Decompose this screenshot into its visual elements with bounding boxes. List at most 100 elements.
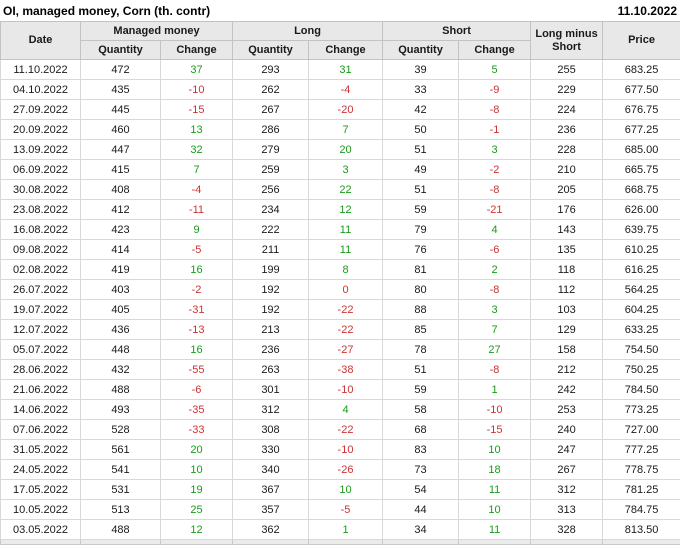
- mm-change-cell: 32: [160, 139, 233, 160]
- long-quantity-cell: 236: [232, 339, 309, 360]
- header-long-quantity: Quantity: [232, 40, 309, 60]
- table-row: 27.09.2022 445 -15 267 -20 42 -8 224 676.75: [0, 99, 680, 120]
- date-cell: 24.05.2022: [0, 459, 81, 480]
- long-minus-short-cell: 212: [530, 359, 604, 380]
- short-quantity-cell: 79: [382, 219, 460, 240]
- mm-change-cell: -33: [160, 419, 233, 440]
- header-mm-quantity: Quantity: [80, 40, 161, 60]
- table-row: 02.08.2022 419 16 199 8 81 2 118 616.25: [0, 259, 680, 280]
- short-quantity-cell: 39: [382, 59, 460, 80]
- price-cell: 754.50: [602, 339, 680, 360]
- price-cell: 604.25: [602, 299, 680, 320]
- date-cell: 04.10.2022: [0, 79, 81, 100]
- short-quantity-cell: 78: [382, 339, 460, 360]
- price-cell: 685.00: [602, 139, 680, 160]
- mm-quantity-cell: 541: [80, 459, 161, 480]
- short-change-cell: 7: [458, 319, 532, 340]
- long-minus-short-cell: 143: [530, 219, 604, 240]
- long-change-cell: 20: [307, 139, 384, 160]
- header-short-quantity: Quantity: [382, 40, 460, 60]
- mm-quantity-cell: 445: [80, 99, 161, 120]
- long-quantity-cell: 301: [232, 379, 309, 400]
- table-row: 03.05.2022 488 12 362 1 34 11 328 813.50: [0, 519, 680, 540]
- short-change-cell: 11: [458, 479, 532, 500]
- long-quantity-cell: 259: [232, 159, 309, 180]
- titlebar: OI, managed money, Corn (th. contr) 11.1…: [0, 0, 680, 21]
- date-cell: 14.06.2022: [0, 399, 81, 420]
- short-quantity-cell: 58: [382, 399, 460, 420]
- long-quantity-cell: 263: [232, 359, 309, 380]
- mm-change-cell: -31: [160, 299, 233, 320]
- short-change-cell: 4: [458, 219, 532, 240]
- page-title: OI, managed money, Corn (th. contr): [3, 4, 211, 18]
- long-quantity-cell: 262: [232, 79, 309, 100]
- date-cell: 31.05.2022: [0, 439, 81, 460]
- partial-cell: [458, 539, 532, 545]
- date-cell: 26.07.2022: [0, 279, 81, 300]
- table-row: 16.08.2022 423 9 222 11 79 4 143 639.75: [0, 219, 680, 240]
- date-cell: 23.08.2022: [0, 199, 81, 220]
- long-quantity-cell: 367: [232, 479, 309, 500]
- long-change-cell: -10: [307, 439, 384, 460]
- price-cell: 750.25: [602, 359, 680, 380]
- long-minus-short-cell: 267: [530, 459, 604, 480]
- long-change-cell: -22: [307, 299, 384, 320]
- table-row: 24.05.2022 541 10 340 -26 73 18 267 778.75: [0, 459, 680, 480]
- header-group-short: Short: [382, 21, 532, 41]
- table-row: 12.07.2022 436 -13 213 -22 85 7 129 633.25: [0, 319, 680, 340]
- date-cell: 11.10.2022: [0, 59, 81, 80]
- short-change-cell: 1: [458, 379, 532, 400]
- long-minus-short-cell: 242: [530, 379, 604, 400]
- long-minus-short-cell: 176: [530, 199, 604, 220]
- short-change-cell: 5: [458, 59, 532, 80]
- short-change-cell: 3: [458, 139, 532, 160]
- oi-table: Date Managed money Long Short Long minus…: [0, 21, 680, 545]
- price-cell: 777.25: [602, 439, 680, 460]
- short-quantity-cell: 51: [382, 139, 460, 160]
- table-row: 06.09.2022 415 7 259 3 49 -2 210 665.75: [0, 159, 680, 180]
- partial-cell: [160, 539, 233, 545]
- long-change-cell: -20: [307, 99, 384, 120]
- long-minus-short-cell: 255: [530, 59, 604, 80]
- table-row: 26.07.2022 403 -2 192 0 80 -8 112 564.25: [0, 279, 680, 300]
- mm-quantity-cell: 423: [80, 219, 161, 240]
- long-quantity-cell: 234: [232, 199, 309, 220]
- long-quantity-cell: 312: [232, 399, 309, 420]
- partial-cell: [382, 539, 460, 545]
- long-minus-short-cell: 224: [530, 99, 604, 120]
- table-row: 20.09.2022 460 13 286 7 50 -1 236 677.25: [0, 119, 680, 140]
- partial-cell: [80, 539, 161, 545]
- short-change-cell: -9: [458, 79, 532, 100]
- long-quantity-cell: 211: [232, 239, 309, 260]
- long-minus-short-cell: 312: [530, 479, 604, 500]
- date-cell: 07.06.2022: [0, 419, 81, 440]
- long-minus-short-cell: 253: [530, 399, 604, 420]
- short-change-cell: -8: [458, 359, 532, 380]
- long-quantity-cell: 340: [232, 459, 309, 480]
- long-minus-short-cell: 229: [530, 79, 604, 100]
- long-change-cell: 8: [307, 259, 384, 280]
- date-cell: 09.08.2022: [0, 239, 81, 260]
- long-change-cell: -10: [307, 379, 384, 400]
- long-minus-short-cell: 247: [530, 439, 604, 460]
- long-change-cell: -22: [307, 419, 384, 440]
- mm-quantity-cell: 493: [80, 399, 161, 420]
- price-cell: 677.50: [602, 79, 680, 100]
- mm-change-cell: -11: [160, 199, 233, 220]
- report-date: 11.10.2022: [617, 4, 677, 18]
- long-minus-short-cell: 158: [530, 339, 604, 360]
- mm-change-cell: -5: [160, 239, 233, 260]
- mm-quantity-cell: 415: [80, 159, 161, 180]
- header-group-managed-money: Managed money: [80, 21, 233, 41]
- long-minus-short-cell: 210: [530, 159, 604, 180]
- table-row: 28.06.2022 432 -55 263 -38 51 -8 212 750.25: [0, 359, 680, 380]
- long-change-cell: -5: [307, 499, 384, 520]
- header-long-minus-short: Long minus Short: [530, 21, 604, 60]
- mm-quantity-cell: 513: [80, 499, 161, 520]
- long-change-cell: 12: [307, 199, 384, 220]
- partial-cell: [602, 539, 680, 545]
- mm-quantity-cell: 403: [80, 279, 161, 300]
- table-row: 14.06.2022 493 -35 312 4 58 -10 253 773.25: [0, 399, 680, 420]
- table-row: 04.10.2022 435 -10 262 -4 33 -9 229 677.50: [0, 79, 680, 100]
- short-change-cell: 2: [458, 259, 532, 280]
